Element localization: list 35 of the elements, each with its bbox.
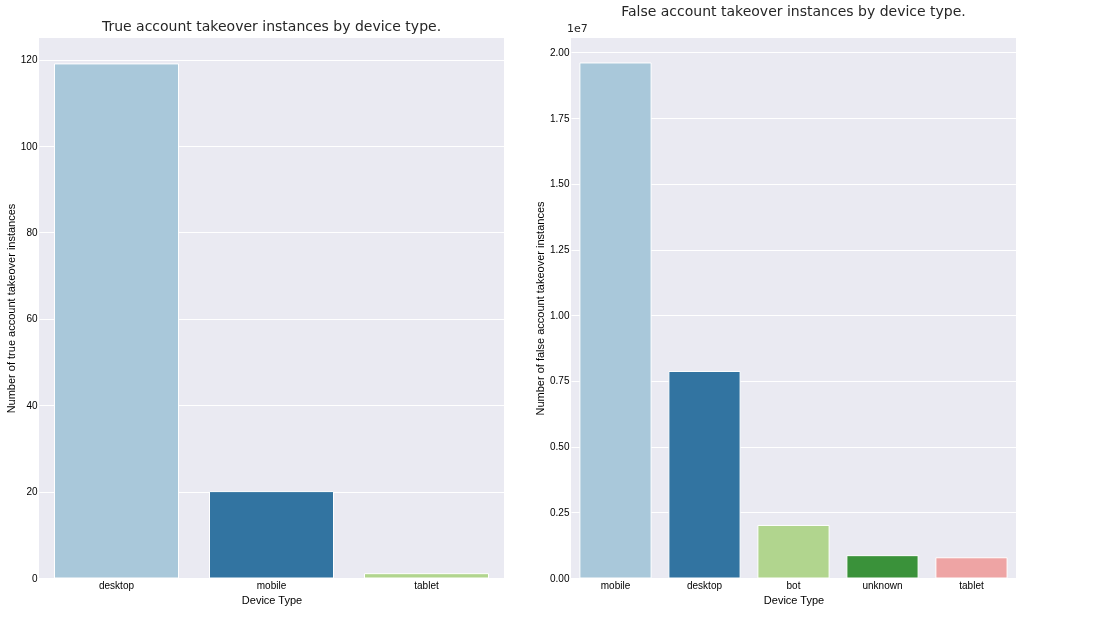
bar xyxy=(935,557,1008,579)
bar xyxy=(364,573,489,579)
y-tick-label: 20 xyxy=(26,486,38,498)
y-tick-label: 0.50 xyxy=(550,441,570,453)
x-axis-title: Device Type xyxy=(763,593,825,606)
bar xyxy=(846,555,919,579)
x-tick-label: mobile xyxy=(256,579,287,591)
x-tick-label: bot xyxy=(786,579,801,591)
y-axis-title: Number of false account takeover instances xyxy=(534,201,547,416)
x-tick-label: tablet xyxy=(959,579,984,591)
x-tick-label: desktop xyxy=(686,579,723,591)
y-tick-label: 1.00 xyxy=(550,309,570,321)
y-tick-label: 120 xyxy=(20,54,38,66)
chart-title: False account takeover instances by device type. xyxy=(621,3,966,19)
y-tick-label: 2.00 xyxy=(550,46,570,58)
x-tick-label: tablet xyxy=(414,579,439,591)
x-tick-label: mobile xyxy=(600,579,631,591)
y-tick-label: 100 xyxy=(20,140,38,152)
y-tick-label: 0.75 xyxy=(550,375,570,387)
y-tick-label: 60 xyxy=(26,313,38,325)
chart-title: True account takeover instances by device type. xyxy=(100,18,442,34)
y-tick-label: 1.25 xyxy=(550,244,570,256)
y-tick-label: 40 xyxy=(26,399,38,411)
bar xyxy=(757,524,830,579)
x-tick-label: desktop xyxy=(98,579,135,591)
x-tick-label: unknown xyxy=(862,579,903,591)
y-tick-label: 80 xyxy=(26,226,38,238)
y-tick-label: 0.25 xyxy=(550,506,570,518)
y-tick-label: 0 xyxy=(31,572,38,584)
y-tick-label: 1.75 xyxy=(550,112,570,124)
y-tick-label: 0.00 xyxy=(550,572,570,584)
text: 1e7 xyxy=(567,22,588,35)
y-tick-label: 1.50 xyxy=(550,178,570,190)
x-axis-title: Device Type xyxy=(241,593,303,606)
y-axis-title: Number of true account takeover instances xyxy=(4,203,17,414)
